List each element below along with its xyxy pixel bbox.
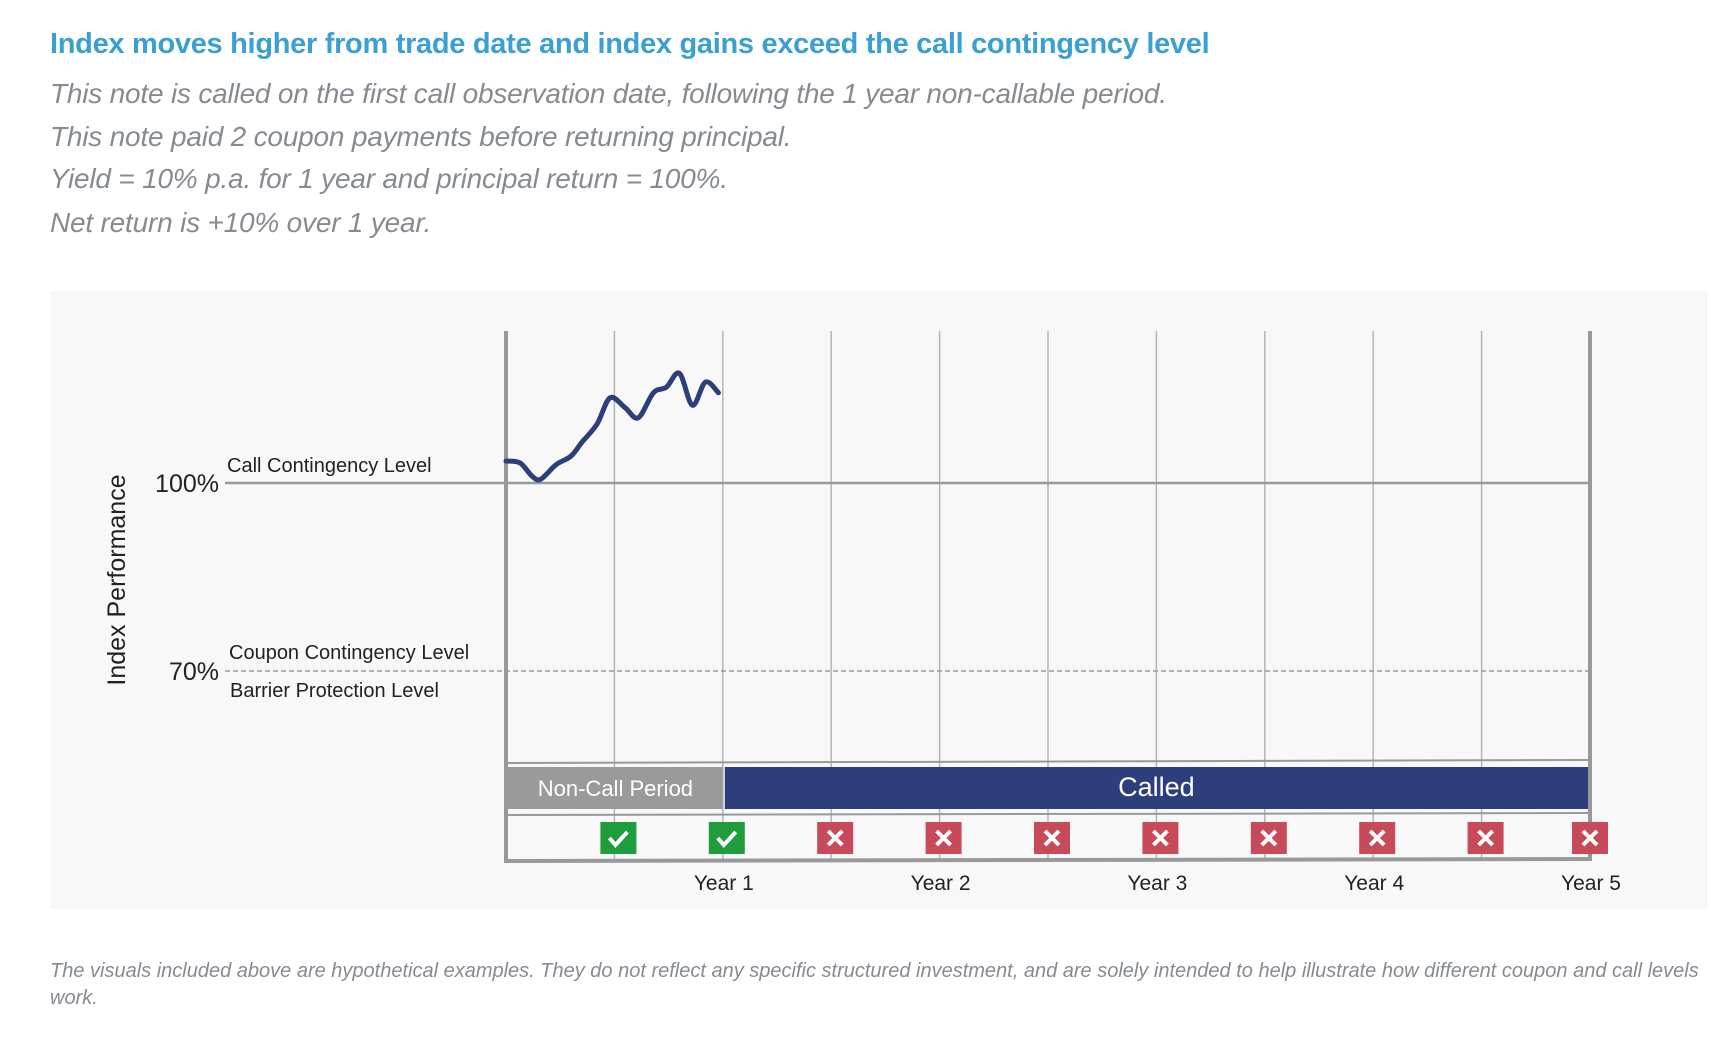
description-line: Net return is +10% over 1 year. <box>50 207 432 238</box>
check-mark <box>607 830 629 849</box>
band-top-line <box>505 759 1591 764</box>
x-mark <box>1581 829 1599 847</box>
check-icon <box>600 822 637 854</box>
x-tick-label: Year 3 <box>1127 872 1187 895</box>
period-bar <box>724 767 1588 809</box>
index-line <box>503 370 721 483</box>
level-tick-label: 100% <box>155 470 219 498</box>
x-tick-label: Year 5 <box>1561 872 1621 895</box>
x-tick-label: Year 1 <box>694 872 754 895</box>
x-mark <box>1151 829 1169 847</box>
level-label: Call Contingency Level <box>227 455 432 477</box>
description-line: This note is called on the first call ob… <box>50 78 1167 109</box>
level-label: Coupon Contingency Level <box>229 642 469 664</box>
x-mark <box>935 829 953 847</box>
x-tick-label: Year 2 <box>911 872 971 895</box>
check-icon <box>708 822 745 854</box>
description-line: Yield = 10% p.a. for 1 year and principa… <box>50 163 728 194</box>
page-title: Index moves higher from trade date and i… <box>50 28 1210 60</box>
x-mark <box>1477 829 1495 847</box>
x-mark <box>1043 829 1061 847</box>
x-mark <box>1368 829 1386 847</box>
period-bar <box>508 767 723 809</box>
level-tick-label: 70% <box>169 658 219 686</box>
x-mark <box>826 829 844 847</box>
description-line: This note paid 2 coupon payments before … <box>50 121 792 152</box>
period-label: Non-Call Period <box>538 776 693 801</box>
band-bottom-line <box>505 812 1591 816</box>
x-axis <box>503 857 1591 863</box>
x-tick-label: Year 4 <box>1344 872 1404 895</box>
period-label: Called <box>1118 772 1195 802</box>
footnote: The visuals included above are hypotheti… <box>50 960 1699 1009</box>
check-mark <box>716 830 738 849</box>
x-mark <box>1260 829 1278 847</box>
y-axis-label: Index Performance <box>103 474 131 685</box>
level-label: Barrier Protection Level <box>230 680 439 702</box>
